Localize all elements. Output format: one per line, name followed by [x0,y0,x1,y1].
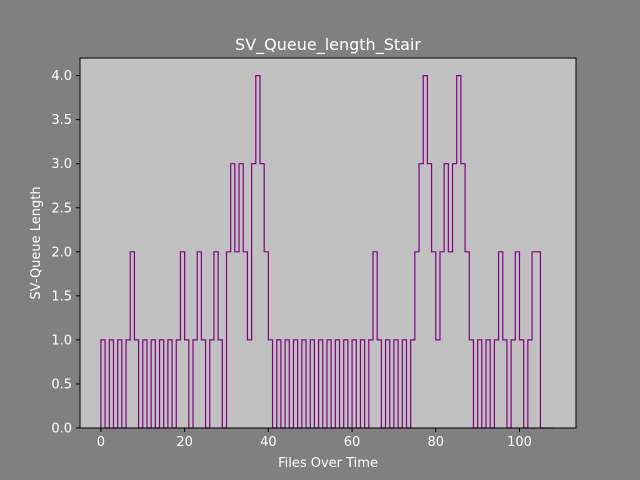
y-tick-label: 3.5 [51,113,72,128]
y-tick-label: 2.0 [51,245,72,260]
x-tick-label: 100 [507,435,532,450]
plot-area [80,58,576,428]
x-axis: 0 20 40 60 80 100 [97,428,532,450]
y-axis: 0.0 0.5 1.0 1.5 2.0 2.5 3.0 3.5 4.0 [51,69,80,437]
y-tick-label: 3.0 [51,157,72,172]
y-tick-label: 0.0 [51,422,72,437]
y-tick-label: 1.0 [51,333,72,348]
plot-frame [79,57,577,429]
x-tick-label: 20 [176,435,193,450]
y-axis-label: SV-Queue Length [29,186,44,299]
x-axis-label: Files Over Time [278,456,378,471]
x-tick-label: 80 [428,435,445,450]
x-tick-label: 40 [260,435,277,450]
y-tick-label: 2.5 [51,201,72,216]
chart-title: SV_Queue_length_Stair [235,35,421,55]
y-tick-label: 0.5 [51,377,72,392]
x-tick-label: 60 [344,435,361,450]
y-tick-label: 1.5 [51,289,72,304]
x-tick-label: 0 [97,435,105,450]
y-tick-label: 4.0 [51,69,72,84]
